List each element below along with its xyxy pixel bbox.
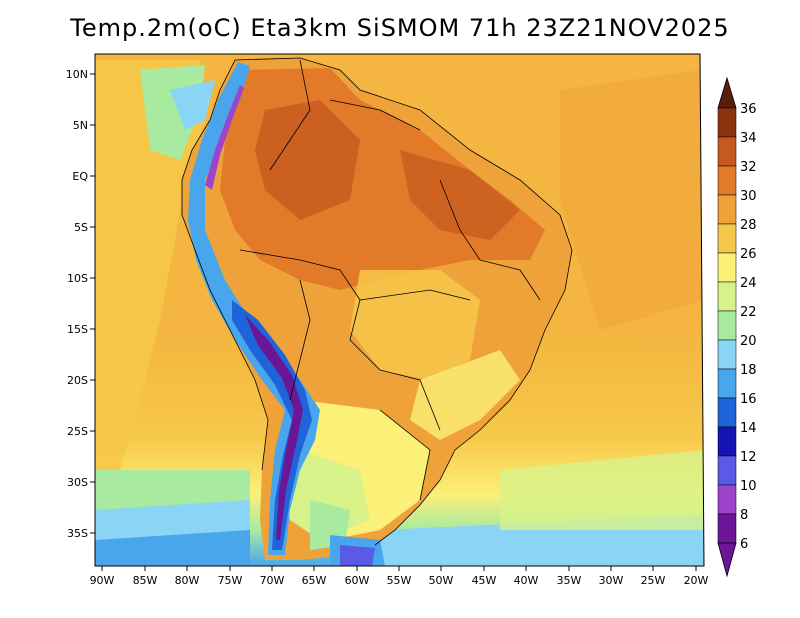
lon-label: 40W xyxy=(514,574,539,587)
longitude-axis: 90W 85W 80W 75W 70W 65W 60W 55W 50W 45W … xyxy=(90,566,709,587)
lat-label: 35S xyxy=(67,527,88,540)
colorbar-label: 30 xyxy=(740,189,757,204)
colorbar-segment xyxy=(717,136,737,167)
lon-label: 80W xyxy=(175,574,200,587)
colorbar-segment xyxy=(717,513,737,544)
lat-label: 20S xyxy=(67,374,88,387)
lon-label: 35W xyxy=(557,574,582,587)
lat-label: 5N xyxy=(73,119,88,132)
colorbar-label: 6 xyxy=(740,537,748,552)
lat-label: 10N xyxy=(66,68,88,81)
lon-label: 65W xyxy=(302,574,327,587)
lat-label: 5S xyxy=(74,221,88,234)
lat-label: 10S xyxy=(67,272,88,285)
colorbar-segment xyxy=(717,281,737,312)
country-borders xyxy=(181,57,573,546)
colorbar-label: 32 xyxy=(740,160,757,175)
colorbar-segment xyxy=(717,426,737,457)
colorbar-segment xyxy=(717,107,737,138)
colorbar-label: 12 xyxy=(740,450,757,465)
lon-label: 55W xyxy=(387,574,412,587)
colorbar-segment xyxy=(717,484,737,515)
lon-label: 45W xyxy=(472,574,497,587)
colorbar-label: 20 xyxy=(740,334,757,349)
colorbar-segment xyxy=(717,223,737,254)
colorbar-label: 18 xyxy=(740,363,757,378)
colorbar-segment xyxy=(717,455,737,486)
lon-label: 85W xyxy=(133,574,158,587)
colorbar-segment xyxy=(717,194,737,225)
colorbar-top-arrow xyxy=(717,76,737,109)
lat-label: 30S xyxy=(67,476,88,489)
lat-label: 25S xyxy=(67,425,88,438)
lon-label: 90W xyxy=(90,574,115,587)
lon-label: 30W xyxy=(599,574,624,587)
colorbar-segment xyxy=(717,252,737,283)
colorbar-bottom-arrow xyxy=(717,542,737,578)
lon-label: 70W xyxy=(260,574,285,587)
colorbar-segment xyxy=(717,368,737,399)
colorbar-label: 24 xyxy=(740,276,757,291)
temperature-field xyxy=(95,54,704,566)
colorbar-segment xyxy=(717,310,737,341)
lon-label: 75W xyxy=(218,574,243,587)
map-title: Temp.2m(oC) Eta3km SiSMOM 71h 23Z21NOV20… xyxy=(70,14,730,42)
colorbar-label: 10 xyxy=(740,479,757,494)
lon-label: 25W xyxy=(641,574,666,587)
latitude-axis: 10N 5N EQ 5S 10S 15S 20S 25S 30S 35S xyxy=(66,68,95,540)
colorbar-label: 36 xyxy=(740,102,757,117)
colorbar-label: 34 xyxy=(740,131,757,146)
colorbar-segment xyxy=(717,165,737,196)
colorbar: 36 34 32 30 28 26 24 22 20 18 16 14 12 1… xyxy=(717,76,757,578)
colorbar-label: 14 xyxy=(740,421,757,436)
lat-label: 15S xyxy=(67,323,88,336)
colorbar-label: 8 xyxy=(740,508,748,523)
colorbar-label: 22 xyxy=(740,305,757,320)
colorbar-segment xyxy=(717,397,737,428)
colorbar-label: 28 xyxy=(740,218,757,233)
lon-label: 50W xyxy=(429,574,454,587)
colorbar-label: 26 xyxy=(740,247,757,262)
colorbar-label: 16 xyxy=(740,392,757,407)
lat-label: EQ xyxy=(72,170,88,183)
lon-label: 20W xyxy=(684,574,709,587)
andes-cold-band xyxy=(188,62,320,555)
lon-label: 60W xyxy=(345,574,370,587)
colorbar-segment xyxy=(717,339,737,370)
